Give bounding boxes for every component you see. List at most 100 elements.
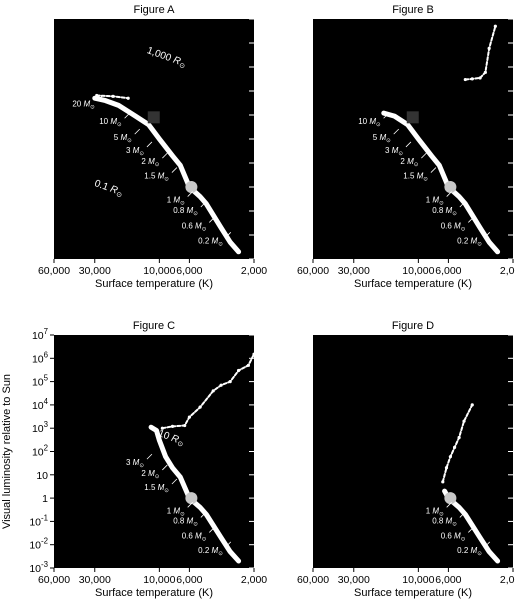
chart-title: Figure D: [392, 320, 434, 332]
mass-leader-line: [209, 217, 215, 223]
main-sequence-track: [92, 95, 242, 255]
reference-square: [147, 111, 160, 124]
mass-label: 2 M⊙: [141, 469, 159, 480]
mass-leader-line: [171, 167, 178, 173]
star-point: [218, 225, 224, 230]
sun-marker: [444, 492, 457, 505]
mass-leader-line: [468, 217, 474, 223]
sun-marker: [444, 181, 457, 193]
star-point: [178, 474, 183, 480]
giant-star-point: [470, 403, 474, 407]
mass-leader-line: [446, 502, 452, 508]
y-tick-label: 105: [32, 374, 49, 389]
star-point: [170, 153, 175, 158]
mass-label: 0.8 M⊙: [432, 516, 457, 527]
giant-star-point: [187, 415, 191, 419]
chart-panel-1: Figure A 60,000 30,000 10,000 6,000 2,000 Surf…: [38, 4, 267, 290]
giant-star-point: [246, 363, 250, 367]
mass-label: 0.2 M⊙: [198, 546, 223, 557]
mass-leader-line: [134, 128, 141, 135]
mass-label: 0.6 M⊙: [441, 531, 466, 542]
mass-label: 10 M⊙: [99, 117, 122, 128]
mass-label: 1 M⊙: [426, 196, 444, 207]
chart-title: Figure A: [134, 4, 176, 16]
giant-star-point: [452, 445, 457, 449]
giant-star-point: [95, 93, 99, 98]
mass-leader-line: [209, 527, 215, 533]
star-point: [154, 428, 159, 433]
giant-star-point: [211, 389, 215, 393]
giant-star-point: [462, 419, 466, 423]
star-point: [227, 549, 233, 554]
star-point: [163, 454, 168, 459]
mass-leader-line: [405, 141, 412, 148]
x-tick-label: 60,000: [297, 265, 329, 277]
mass-leader-line: [162, 464, 168, 471]
x-axis-label: Surface temperature (K): [354, 587, 472, 599]
y-tick-label: 104: [32, 397, 49, 412]
star-point: [463, 512, 468, 517]
giant-star-point: [236, 368, 241, 373]
mass-label: 5 M⊙: [114, 133, 132, 144]
x-tick-label: 60,000: [297, 574, 329, 586]
star-point: [146, 122, 151, 127]
x-tick-label: 6,000: [435, 574, 461, 586]
y-tick-label: 10: [36, 470, 48, 482]
mass-label: 5 M⊙: [373, 133, 391, 144]
x-tick-label: 10,000: [143, 265, 175, 277]
giant-star-point: [470, 77, 474, 81]
mass-leader-line: [97, 95, 104, 101]
x-tick-label: 10,000: [402, 265, 434, 277]
mass-leader-line: [484, 232, 491, 238]
radius-label: 10 R⊙: [156, 428, 186, 449]
mass-leader-line: [225, 232, 232, 238]
plot-area: [54, 335, 254, 568]
mass-label: 1.5 M⊙: [144, 172, 169, 183]
star-point: [463, 201, 468, 206]
mass-leader-line: [225, 541, 232, 548]
x-tick-label: 6,000: [176, 574, 202, 586]
star-point: [204, 201, 209, 206]
star-point: [429, 153, 434, 158]
mass-leader-line: [200, 512, 207, 518]
x-axis-label: Surface temperature (K): [354, 278, 472, 290]
mass-leader-line: [393, 128, 400, 135]
giant-star-point: [228, 380, 232, 384]
x-axis-label: Surface temperature (K): [95, 278, 213, 290]
mass-label: 20 M⊙: [72, 100, 95, 111]
y-tick-label: 10-3: [29, 560, 48, 575]
radius-label: 0.1 R⊙: [93, 178, 125, 200]
giant-star-point: [448, 455, 452, 459]
mass-leader-line: [468, 527, 474, 533]
mass-leader-line: [171, 478, 178, 485]
giant-star-point: [170, 424, 175, 428]
mass-label: 3 M⊙: [385, 146, 403, 157]
y-tick-label: 10-2: [29, 537, 48, 552]
mass-label: 0.8 M⊙: [432, 206, 457, 217]
mass-label: 1.5 M⊙: [403, 172, 428, 183]
star-point: [477, 225, 483, 230]
star-point: [437, 163, 442, 168]
x-tick-label: 6,000: [176, 265, 202, 277]
star-point: [405, 122, 410, 127]
star-point: [495, 249, 500, 254]
mass-label: 0.6 M⊙: [182, 531, 207, 542]
mass-leader-line: [421, 152, 427, 159]
mass-label: 0.6 M⊙: [182, 221, 207, 232]
mass-leader-line: [124, 112, 130, 119]
star-point: [381, 110, 386, 116]
giant-star-point: [457, 435, 461, 440]
x-tick-label: 2,000: [500, 265, 515, 277]
giant-star-point: [252, 352, 256, 356]
giant-star-point: [160, 426, 164, 430]
main-sequence-track: [381, 110, 501, 255]
x-tick-label: 2,000: [241, 574, 267, 586]
mass-label: 1 M⊙: [167, 506, 185, 517]
mass-label: 1 M⊙: [167, 196, 185, 207]
mass-leader-line: [484, 541, 491, 548]
star-point: [486, 240, 492, 245]
mass-label: 1 M⊙: [426, 506, 444, 517]
x-tick-label: 60,000: [38, 265, 70, 277]
